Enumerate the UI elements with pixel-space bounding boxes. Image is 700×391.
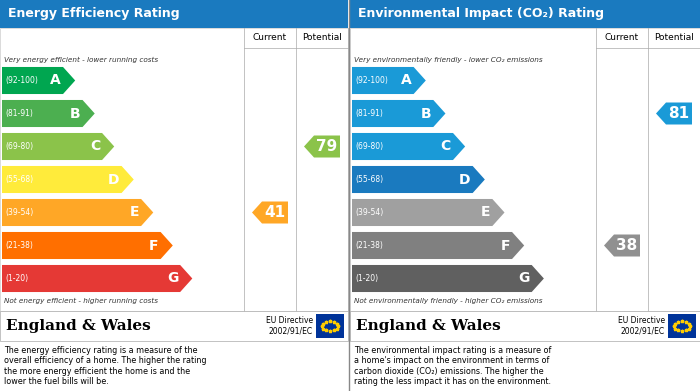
Polygon shape <box>352 199 505 226</box>
Polygon shape <box>2 166 134 193</box>
FancyBboxPatch shape <box>316 314 344 338</box>
Text: (81-91): (81-91) <box>355 109 383 118</box>
Text: 81: 81 <box>668 106 690 121</box>
Polygon shape <box>656 102 692 124</box>
Text: B: B <box>70 106 80 120</box>
Polygon shape <box>604 235 640 256</box>
Text: F: F <box>500 239 510 253</box>
Text: The energy efficiency rating is a measure of the
overall efficiency of a home. T: The energy efficiency rating is a measur… <box>4 346 206 386</box>
Text: Very environmentally friendly - lower CO₂ emissions: Very environmentally friendly - lower CO… <box>354 57 542 63</box>
Text: E: E <box>130 206 139 219</box>
Polygon shape <box>352 166 485 193</box>
Text: A: A <box>401 74 412 88</box>
Text: C: C <box>90 140 100 154</box>
Text: Potential: Potential <box>302 34 342 43</box>
Text: (55-68): (55-68) <box>355 175 383 184</box>
Text: (39-54): (39-54) <box>355 208 384 217</box>
Text: 79: 79 <box>316 139 337 154</box>
Text: (69-80): (69-80) <box>355 142 383 151</box>
FancyBboxPatch shape <box>350 0 700 28</box>
Polygon shape <box>352 232 524 259</box>
Text: (21-38): (21-38) <box>355 241 383 250</box>
Text: Current: Current <box>605 34 639 43</box>
Text: EU Directive
2002/91/EC: EU Directive 2002/91/EC <box>618 316 665 336</box>
Text: Potential: Potential <box>654 34 694 43</box>
Text: (39-54): (39-54) <box>5 208 34 217</box>
Text: England & Wales: England & Wales <box>6 319 150 333</box>
Text: (92-100): (92-100) <box>5 76 38 85</box>
Polygon shape <box>2 199 153 226</box>
FancyBboxPatch shape <box>0 311 348 341</box>
Text: (69-80): (69-80) <box>5 142 33 151</box>
FancyBboxPatch shape <box>350 311 700 341</box>
Text: Not energy efficient - higher running costs: Not energy efficient - higher running co… <box>4 298 158 304</box>
Text: E: E <box>481 206 490 219</box>
Polygon shape <box>252 201 288 224</box>
Text: A: A <box>50 74 61 88</box>
FancyBboxPatch shape <box>0 28 348 311</box>
Text: Very energy efficient - lower running costs: Very energy efficient - lower running co… <box>4 57 158 63</box>
Text: Energy Efficiency Rating: Energy Efficiency Rating <box>8 7 180 20</box>
Text: EU Directive
2002/91/EC: EU Directive 2002/91/EC <box>266 316 313 336</box>
Text: D: D <box>108 172 120 187</box>
FancyBboxPatch shape <box>0 0 348 28</box>
Polygon shape <box>352 67 426 94</box>
Polygon shape <box>304 136 340 158</box>
Text: (92-100): (92-100) <box>355 76 388 85</box>
Text: (1-20): (1-20) <box>5 274 28 283</box>
Text: Not environmentally friendly - higher CO₂ emissions: Not environmentally friendly - higher CO… <box>354 298 542 304</box>
Text: Current: Current <box>253 34 287 43</box>
Text: The environmental impact rating is a measure of
a home's impact on the environme: The environmental impact rating is a mea… <box>354 346 552 386</box>
Text: 41: 41 <box>265 205 286 220</box>
Text: G: G <box>167 271 178 285</box>
Text: C: C <box>441 140 451 154</box>
Text: England & Wales: England & Wales <box>356 319 500 333</box>
Text: Environmental Impact (CO₂) Rating: Environmental Impact (CO₂) Rating <box>358 7 604 20</box>
Polygon shape <box>352 265 544 292</box>
FancyBboxPatch shape <box>350 28 700 311</box>
Text: F: F <box>149 239 159 253</box>
Text: (21-38): (21-38) <box>5 241 33 250</box>
Text: (1-20): (1-20) <box>355 274 378 283</box>
Polygon shape <box>352 133 466 160</box>
Polygon shape <box>2 67 75 94</box>
Polygon shape <box>2 100 94 127</box>
FancyBboxPatch shape <box>668 314 696 338</box>
Text: 38: 38 <box>617 238 638 253</box>
Text: B: B <box>421 106 431 120</box>
Polygon shape <box>2 232 173 259</box>
Text: G: G <box>518 271 530 285</box>
Text: (55-68): (55-68) <box>5 175 33 184</box>
Polygon shape <box>2 133 114 160</box>
Text: (81-91): (81-91) <box>5 109 33 118</box>
Polygon shape <box>2 265 192 292</box>
Polygon shape <box>352 100 445 127</box>
Text: D: D <box>459 172 470 187</box>
